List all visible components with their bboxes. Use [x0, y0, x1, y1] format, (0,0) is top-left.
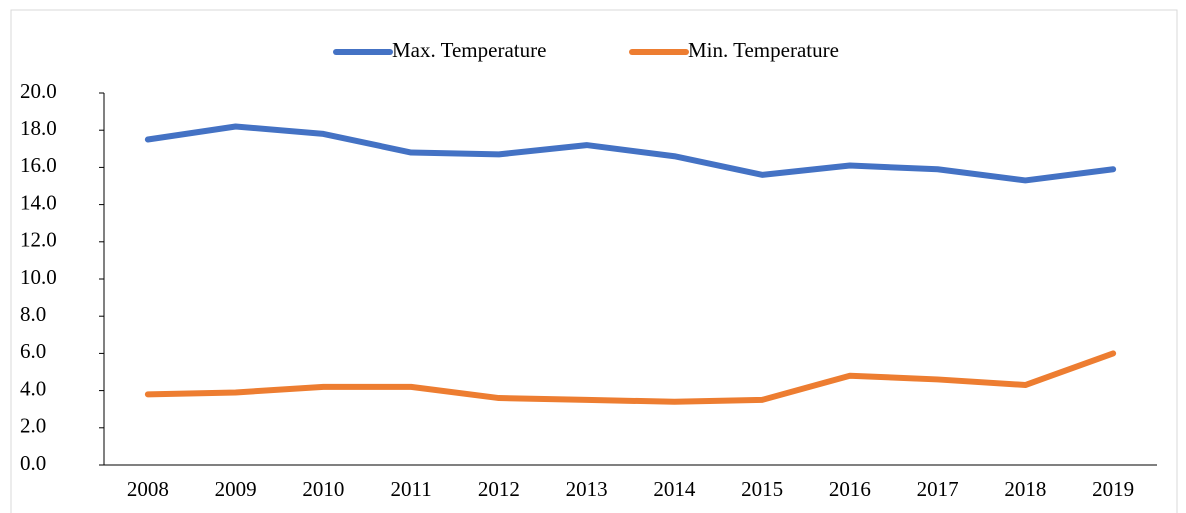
y-tick-label: 20.0 [20, 79, 57, 103]
y-tick-label: 12.0 [20, 228, 57, 252]
x-tick-label: 2015 [741, 477, 783, 501]
y-tick-label: 16.0 [20, 153, 57, 177]
series-line [144, 350, 1117, 405]
x-tick-label: 2010 [302, 477, 344, 501]
y-tick-label: 0.0 [20, 451, 46, 475]
x-tick-label: 2008 [127, 477, 169, 501]
y-tick-label: 14.0 [20, 190, 57, 214]
x-tick-label: 2013 [566, 477, 608, 501]
x-tick-label: 2012 [478, 477, 520, 501]
y-tick-label: 2.0 [20, 414, 46, 438]
x-tick-label: 2014 [653, 477, 696, 501]
series-line [144, 123, 1117, 184]
y-tick-label: 4.0 [20, 376, 46, 400]
x-tick-label: 2009 [215, 477, 257, 501]
y-tick-label: 6.0 [20, 339, 46, 363]
legend-label: Min. Temperature [688, 38, 839, 62]
y-tick-label: 18.0 [20, 116, 57, 140]
y-tick-label: 8.0 [20, 302, 46, 326]
x-tick-label: 2017 [917, 477, 959, 501]
x-tick-label: 2019 [1092, 477, 1134, 501]
legend-label: Max. Temperature [392, 38, 546, 62]
x-tick-label: 2018 [1004, 477, 1046, 501]
chart-border [10, 9, 1178, 513]
x-tick-label: 2016 [829, 477, 871, 501]
y-tick-label: 10.0 [20, 265, 57, 289]
x-tick-label: 2011 [391, 477, 432, 501]
